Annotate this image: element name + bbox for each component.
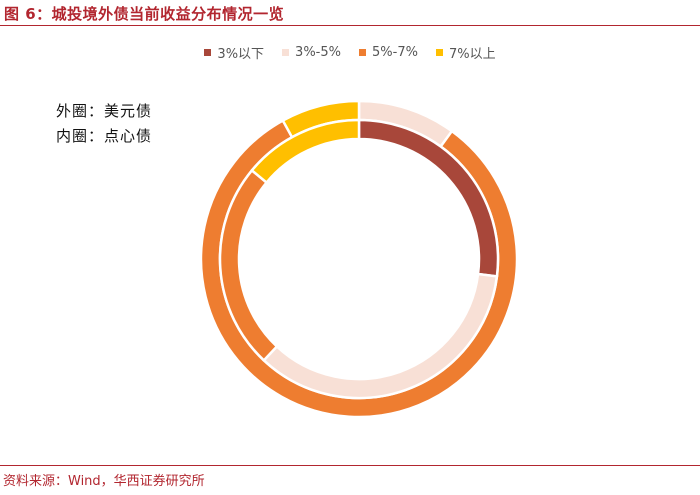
legend-label: 5%-7% [372,45,418,60]
chart-legend: 3%以下 3%-5% 5%-7% 7%以上 [0,43,700,62]
figure-title: 图 6：城投境外债当前收益分布情况一览 [4,5,285,23]
inner-ring-slice-above-7 [250,118,361,185]
inner-ring-slice-below-3 [357,118,500,278]
legend-swatch [282,49,290,56]
title-divider [0,25,700,26]
legend-item-below-3: 3%以下 [204,43,264,62]
inner-ring-dim-sum-bonds [218,118,500,400]
legend-item-5-7: 5%-7% [359,43,418,62]
legend-item-above-7: 7%以上 [435,43,496,62]
inner-ring-note: 内圈：点心债 [56,127,153,145]
legend-label: 3%以下 [217,47,265,62]
outer-ring-note: 外圈：美元债 [56,102,153,120]
legend-swatch [435,49,443,56]
legend-label: 7%以上 [448,47,496,62]
outer-ring-usd-bonds [199,99,519,419]
source-divider [0,465,700,466]
outer-ring-slice-5-7 [199,118,519,419]
legend-item-3-5: 3%-5% [282,43,341,62]
source-note: 资料来源：Wind，华西证券研究所 [3,474,205,489]
legend-label: 3%-5% [295,45,341,60]
legend-swatch [204,49,212,56]
legend-swatch [359,49,366,56]
